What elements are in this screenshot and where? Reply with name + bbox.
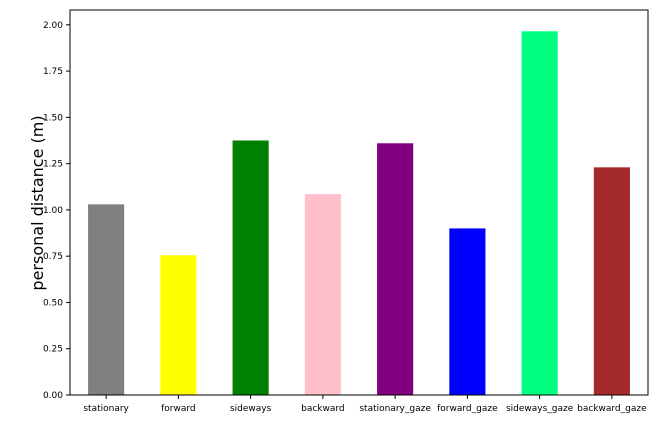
y-tick-label: 1.00 xyxy=(43,206,63,216)
bar-sideways xyxy=(232,140,269,395)
x-tick-label: forward_gaze xyxy=(437,404,498,414)
x-tick-label: backward_gaze xyxy=(577,404,647,414)
x-tick-label: stationary_gaze xyxy=(359,404,431,414)
bar-sideways-gaze xyxy=(521,31,558,395)
bar-backward-gaze xyxy=(593,167,630,395)
x-tick-label: backward xyxy=(301,404,345,414)
bars-group xyxy=(88,31,630,395)
x-tick-label: stationary xyxy=(83,404,129,414)
bar-backward xyxy=(304,194,341,395)
bar-stationary-gaze xyxy=(377,143,414,395)
x-tick-label: sideways_gaze xyxy=(506,404,574,414)
bar-stationary xyxy=(88,204,125,395)
x-tick-label: sideways xyxy=(230,404,272,414)
y-tick-label: 2.00 xyxy=(43,21,63,31)
y-axis: 0.00 0.25 0.50 0.75 1.00 1.25 1.50 1.75 2.00 xyxy=(43,21,70,401)
y-tick-label: 0.00 xyxy=(43,391,63,401)
x-tick-label: forward xyxy=(161,404,196,414)
bar-forward-gaze xyxy=(449,228,486,395)
bar-forward xyxy=(160,255,197,395)
plot-frame xyxy=(69,9,649,396)
y-tick-label: 1.25 xyxy=(43,160,63,170)
y-tick-label: 0.50 xyxy=(43,298,63,308)
y-tick-label: 0.75 xyxy=(43,252,63,262)
x-axis: stationary forward sideways backward station… xyxy=(83,395,647,414)
y-tick-label: 1.50 xyxy=(43,113,63,123)
y-axis-label: personal distance (m) xyxy=(28,115,47,290)
y-tick-label: 0.25 xyxy=(43,345,63,355)
y-tick-label: 1.75 xyxy=(43,67,63,77)
